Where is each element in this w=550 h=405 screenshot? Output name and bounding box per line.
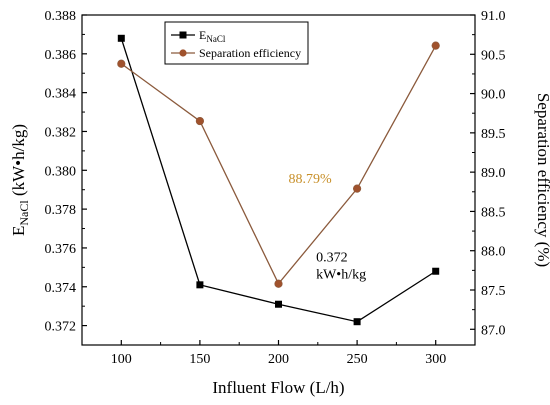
x-tick-label: 250: [347, 352, 368, 367]
legend-swatch-circle: [179, 49, 187, 57]
y-left-tick-label: 0.378: [45, 203, 77, 218]
y-right-tick-label: 90.5: [481, 48, 506, 63]
y-left-tick-label: 0.380: [45, 164, 77, 179]
axes: 100 150 200 250 300 0.372 0.374 0.376 0.378 0.380…: [9, 9, 550, 397]
annotation-energy-value: 0.372: [316, 251, 348, 266]
y-left-tick-label: 0.374: [45, 281, 77, 296]
y-right-tick-label: 88.0: [481, 245, 506, 260]
series-point-circle: [353, 184, 362, 193]
y-right-tick-label: 91.0: [481, 9, 506, 24]
series-point-circle: [195, 116, 204, 126]
legend-swatch-square: [179, 31, 187, 39]
y-right-axis-label: Separation efficiency (%): [534, 93, 550, 267]
x-axis-label: Influent Flow (L/h): [212, 378, 344, 397]
y-left-tick-label: 0.376: [45, 242, 77, 257]
series-point-square: [353, 318, 361, 326]
y-left-tick-label: 0.386: [45, 48, 77, 63]
legend-label: ENaCl: [199, 28, 226, 44]
y-left-tick-label: 0.384: [45, 87, 77, 102]
series-point-square: [275, 300, 282, 308]
y-right-tick-label: 89.5: [481, 127, 506, 142]
x-tick-label: 200: [268, 352, 289, 367]
x-tick-label: 100: [111, 352, 132, 367]
legend: ENaCl Separation efficiency: [164, 21, 309, 65]
legend-label: Separation efficiency: [199, 46, 301, 60]
series-point-circle: [117, 59, 126, 68]
y-right-tick-label: 90.0: [481, 88, 506, 103]
y-left-tick-label: 0.372: [45, 320, 77, 335]
annotation-energy-unit: kW•h/kg: [316, 268, 366, 283]
series-point-circle: [431, 41, 440, 50]
series-point-square: [432, 267, 440, 275]
y-right-tick-label: 87.0: [481, 323, 506, 338]
y-left-tick-label: 0.382: [45, 125, 77, 140]
y-left-axis-label: ENaCl (kW•h/kg): [9, 124, 31, 236]
series-line: [120, 38, 437, 323]
y-left-tick-label: 0.388: [45, 9, 77, 24]
annotation-efficiency: 88.79%: [289, 172, 333, 187]
series-line: [120, 45, 437, 285]
y-right-tick-label: 89.0: [481, 166, 506, 181]
x-tick-label: 150: [189, 352, 210, 367]
x-tick-label: 300: [425, 352, 446, 367]
annotations: 88.79% 0.372 kW•h/kg: [289, 172, 367, 283]
y-right-tick-label: 88.5: [481, 205, 506, 220]
y-right-tick-label: 87.5: [481, 284, 506, 299]
legend-box: [164, 21, 309, 65]
series-point-square: [196, 281, 204, 289]
plot-area: [117, 34, 440, 326]
series-point-circle: [274, 279, 283, 288]
series-point-square: [117, 34, 125, 42]
